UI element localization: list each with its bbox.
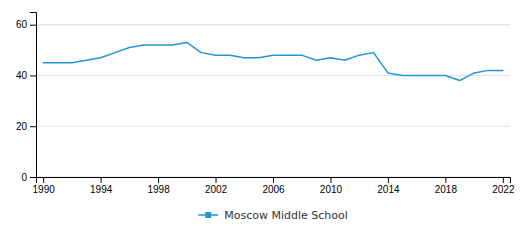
y-tick-mark — [30, 25, 36, 26]
x-tick: 2018 — [435, 177, 458, 195]
x-tick: 2002 — [205, 177, 228, 195]
chart: 1990 1994 1998 2002 2006 2010 2014 2018 2022 0 20 4… — [0, 0, 524, 229]
y-tick-label: 40 — [16, 70, 28, 81]
x-tick-mark — [503, 177, 504, 183]
x-tick-mark — [43, 177, 44, 183]
legend-label: Moscow Middle School — [224, 209, 348, 222]
x-tick: 2022 — [492, 177, 515, 195]
x-tick-label: 2018 — [435, 184, 458, 195]
x-tick-label: 1994 — [90, 184, 113, 195]
x-tick-label: 1998 — [147, 184, 170, 195]
x-tick-label: 2002 — [205, 184, 228, 195]
y-tick-label: 20 — [16, 121, 28, 132]
line — [43, 42, 503, 80]
legend-swatch-marker — [205, 212, 211, 218]
x-tick-label: 1990 — [33, 184, 56, 195]
x-tick: 1994 — [90, 177, 113, 195]
x-tick-mark — [330, 177, 331, 183]
x-tick: 2006 — [262, 177, 285, 195]
x-tick-mark — [445, 177, 446, 183]
x-tick: 2010 — [320, 177, 343, 195]
lines — [43, 42, 503, 80]
y-tick: 60 — [16, 19, 36, 30]
grid — [36, 25, 510, 177]
plot: 1990 1994 1998 2002 2006 2010 2014 2018 2022 0 20 4… — [16, 13, 515, 196]
y-tick-label: 0 — [21, 172, 27, 183]
y-tick: 40 — [16, 70, 36, 81]
legend: Moscow Middle School — [198, 209, 348, 222]
y-tick-mark — [30, 177, 36, 178]
y-axis: 0 20 40 60 — [16, 13, 37, 183]
x-tick-mark — [216, 177, 217, 183]
legend-item: Moscow Middle School — [198, 209, 348, 222]
x-tick-mark — [388, 177, 389, 183]
y-tick: 20 — [16, 121, 36, 132]
grid-line — [36, 24, 510, 25]
x-tick-mark — [158, 177, 159, 183]
x-tick: 1990 — [33, 177, 56, 195]
x-tick: 1998 — [147, 177, 170, 195]
x-tick-mark — [101, 177, 102, 183]
x-tick-label: 2014 — [377, 184, 400, 195]
x-tick-label: 2022 — [492, 184, 515, 195]
x-axis: 1990 1994 1998 2002 2006 2010 2014 2018 2022 — [33, 177, 515, 195]
y-tick: 0 — [21, 172, 36, 183]
grid-line — [36, 126, 510, 127]
x-axis-line — [37, 178, 511, 184]
y-tick-mark — [30, 75, 36, 76]
y-tick-label: 60 — [16, 19, 28, 30]
x-tick: 2014 — [377, 177, 400, 195]
x-tick-label: 2010 — [320, 184, 343, 195]
x-tick-mark — [273, 177, 274, 183]
x-tick-label: 2006 — [262, 184, 285, 195]
y-axis-line — [30, 13, 37, 178]
y-tick-mark — [30, 126, 36, 127]
